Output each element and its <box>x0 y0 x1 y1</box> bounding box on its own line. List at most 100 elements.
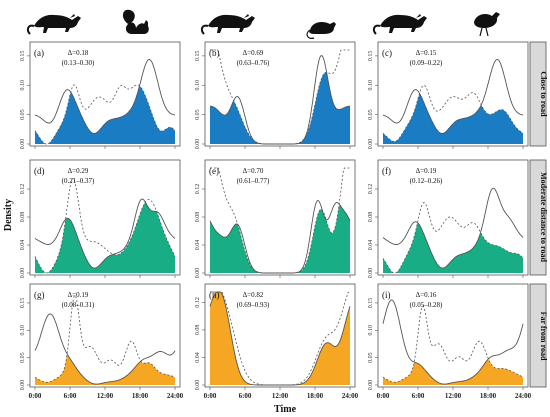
strip-close-to-road: Close to road <box>529 41 548 147</box>
x-tick-label: 18:00 <box>307 392 324 400</box>
solid-density-line <box>382 187 524 269</box>
overlap-coefficient: Δ=0.15 <box>416 49 437 57</box>
panel-label: (b) <box>209 48 220 58</box>
overlap-area-far-from-road <box>383 359 523 385</box>
overlap-area-close-to-road <box>383 93 523 144</box>
x-tick-label: 0:00 <box>204 392 217 400</box>
overlap-coefficient: Δ=0.19 <box>416 167 437 175</box>
y-tick-label: 0.15 <box>20 298 26 309</box>
panel-label: (i) <box>382 290 391 300</box>
overlap-coefficient: Δ=0.29 <box>68 167 89 175</box>
x-tick-label: 12:00 <box>272 392 289 400</box>
y-tick-label: 0.00 <box>195 139 201 150</box>
panel-label: (h) <box>209 290 220 300</box>
y-tick-label: 0.00 <box>368 268 374 279</box>
y-tick-label: 0.00 <box>195 268 201 279</box>
strip-moderate-distance: Moderate distance to road <box>529 159 548 276</box>
panel-g: 0.00 0.05 0.10 0.15 (g) Δ=0.19 (0.08–0.31) <box>20 283 181 391</box>
y-tick-label: 0.00 <box>195 380 201 391</box>
solid-density-line <box>34 313 176 385</box>
panel-label: (c) <box>382 48 392 58</box>
solid-density-line <box>209 291 351 386</box>
rat-silhouette-icon <box>306 22 336 39</box>
solid-density-line <box>34 198 176 269</box>
y-tick-label: 0.04 <box>20 240 26 251</box>
y-tick-label: 0.05 <box>368 352 374 363</box>
x-tick-label: 24:00 <box>515 392 532 400</box>
panel-b: 0.00 0.05 0.10 0.15 (b) Δ=0.69 (0.63–0.76) <box>195 41 356 150</box>
y-tick-label: 0.05 <box>20 109 26 120</box>
x-tick-label: 18:00 <box>132 392 149 400</box>
x-axis-title: Time <box>274 404 297 415</box>
dashed-density-line <box>210 291 350 386</box>
dashed-density-line <box>382 202 524 274</box>
panel-label: (a) <box>34 48 44 58</box>
y-tick-label: 0.05 <box>20 352 26 363</box>
strip-label-close: Close to road <box>539 71 548 117</box>
panel-h: 0.00 0.04 0.08 0.12 (h) Δ=0.82 (0.69–0.93) <box>195 283 356 391</box>
overlap-area-moderate-distance <box>210 204 350 273</box>
solid-density-line <box>209 200 351 274</box>
overlap-coefficient: Δ=0.70 <box>243 167 264 175</box>
x-tick-label: 0:00 <box>29 392 42 400</box>
x-tick-label: 12:00 <box>97 392 114 400</box>
panel-i: 0.00 0.05 0.10 0.15 (i) Δ=0.16 (0.05–0.28) <box>368 283 529 391</box>
confidence-interval: (0.08–0.31) <box>62 301 95 309</box>
panel-label: (d) <box>34 166 45 176</box>
x-tick-label: 0:00 <box>377 392 390 400</box>
confidence-interval: (0.12–0.26) <box>410 177 443 185</box>
civet-silhouette-icon <box>200 14 255 35</box>
overlap-coefficient: Δ=0.18 <box>68 49 89 57</box>
y-tick-label: 0.04 <box>195 352 201 363</box>
dashed-density-line <box>34 177 176 274</box>
y-tick-label: 0.00 <box>20 139 26 150</box>
y-tick-label: 0.00 <box>20 380 26 391</box>
solid-density-line <box>34 59 176 134</box>
dashed-density-line <box>210 167 350 274</box>
y-tick-label: 0.15 <box>20 51 26 62</box>
confidence-interval: (0.05–0.28) <box>410 301 443 309</box>
confidence-interval: (0.21–0.37) <box>62 177 95 185</box>
strip-label-moderate: Moderate distance to road <box>539 172 548 262</box>
civet-silhouette-icon <box>26 14 81 35</box>
panel-label: (f) <box>382 166 391 176</box>
panel-d: 0.00 0.04 0.08 0.12 (d) Δ=0.29 (0.21–0.37) <box>20 159 181 279</box>
y-tick-label: 0.10 <box>195 80 201 91</box>
y-tick-label: 0.12 <box>368 184 374 195</box>
y-tick-label: 0.05 <box>368 109 374 120</box>
dashed-density-line <box>382 305 524 383</box>
panel-label: (e) <box>209 166 219 176</box>
y-tick-label: 0.10 <box>20 80 26 91</box>
solid-density-line <box>382 299 524 385</box>
y-tick-label: 0.08 <box>195 325 201 336</box>
overlap-coefficient: Δ=0.82 <box>243 291 264 299</box>
panel-a: 0.00 0.05 0.10 0.15 (a) Δ=0.18 (0.13–0.30) <box>20 41 181 150</box>
strip-far-from-road: Far from road <box>529 283 548 388</box>
confidence-interval: (0.09–0.22) <box>410 59 443 67</box>
y-tick-label: 0.00 <box>368 139 374 150</box>
overlap-coefficient: Δ=0.16 <box>416 291 437 299</box>
panel-label: (g) <box>34 290 45 300</box>
y-tick-label: 0.05 <box>195 109 201 120</box>
y-tick-label: 0.08 <box>195 212 201 223</box>
y-tick-label: 0.08 <box>20 212 26 223</box>
x-tick-label: 6:00 <box>239 392 252 400</box>
y-tick-label: 0.00 <box>20 268 26 279</box>
x-tick-labels: 0:00 6:00 12:00 18:00 24:00 0:00 6:00 12:00 18:0… <box>29 392 532 400</box>
confidence-interval: (0.61–0.77) <box>237 177 270 185</box>
x-tick-label: 6:00 <box>412 392 425 400</box>
y-tick-label: 0.15 <box>195 51 201 62</box>
panel-f: 0.00 0.04 0.08 0.12 (f) Δ=0.19 (0.12–0.26) <box>368 159 529 279</box>
dashed-density-line <box>210 49 350 145</box>
confidence-interval: (0.63–0.76) <box>237 59 270 67</box>
x-tick-label: 18:00 <box>480 392 497 400</box>
y-tick-label: 0.15 <box>368 51 374 62</box>
panel-c: 0.00 0.05 0.10 0.15 (c) Δ=0.15 (0.09–0.22) <box>368 41 529 150</box>
y-tick-label: 0.12 <box>195 297 201 308</box>
y-tick-label: 0.00 <box>368 380 374 391</box>
y-tick-label: 0.15 <box>368 298 374 309</box>
panels-grid: 0.000.050.100.15 (a) Δ=0.18(0.13–0.30)0.00… <box>20 41 529 391</box>
dashed-density-line <box>382 84 524 142</box>
civet-silhouette-icon <box>372 14 427 35</box>
